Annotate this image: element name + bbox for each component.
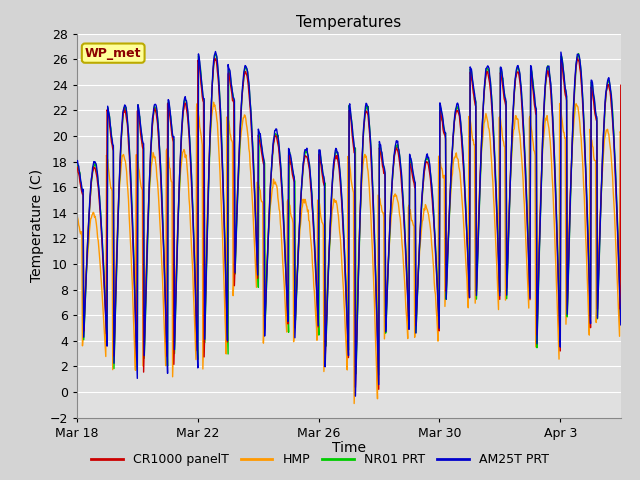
X-axis label: Time: Time xyxy=(332,441,366,455)
Y-axis label: Temperature (C): Temperature (C) xyxy=(30,169,44,282)
Legend: CR1000 panelT, HMP, NR01 PRT, AM25T PRT: CR1000 panelT, HMP, NR01 PRT, AM25T PRT xyxy=(86,448,554,471)
Text: WP_met: WP_met xyxy=(85,47,141,60)
Title: Temperatures: Temperatures xyxy=(296,15,401,30)
